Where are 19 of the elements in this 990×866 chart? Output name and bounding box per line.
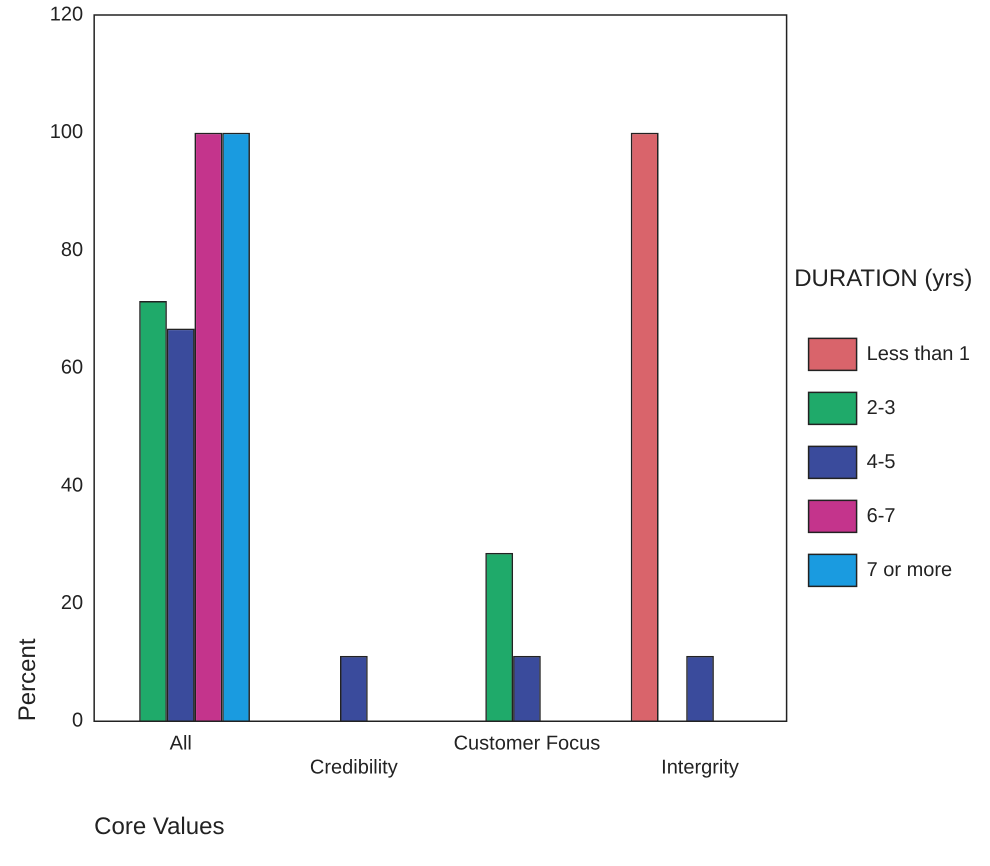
legend-label: Less than 1 [866,342,970,365]
y-tick-label: 20 [60,592,84,614]
legend-label: 4-5 [866,450,896,473]
y-tick-label: 120 [50,4,84,26]
x-axis-title: Core Values [94,813,224,840]
y-tick-label: 0 [72,710,84,732]
y-axis-title: Percent [14,638,42,722]
y-tick-label: 40 [60,474,84,496]
y-tick-label: 100 [50,121,84,144]
x-tick-label: Customer Focus [454,732,600,755]
x-tick-label: Credibility [310,756,398,779]
legend-title: DURATION (yrs) [794,265,972,292]
y-tick-label: 60 [60,356,84,379]
legend-label: 6-7 [866,504,896,527]
y-tick-label: 80 [60,238,84,261]
legend-label: 2-3 [866,396,896,419]
legend-label: 7 or more [866,558,952,581]
x-tick-label: Intergrity [661,756,739,779]
x-tick-label: All [170,732,192,755]
